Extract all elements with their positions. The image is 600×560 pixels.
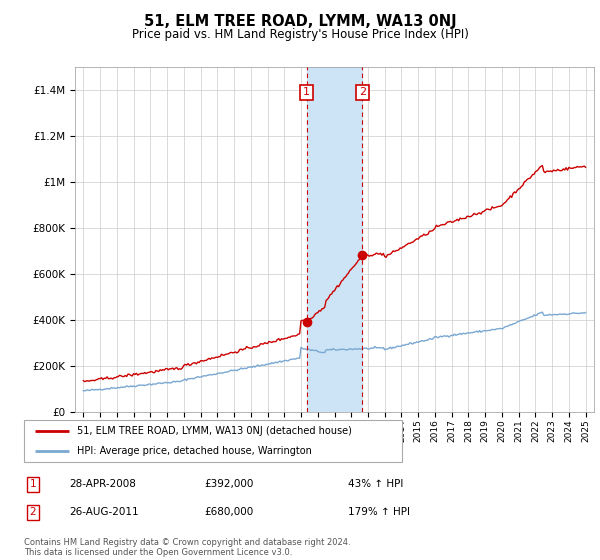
Text: £680,000: £680,000 [204,507,253,517]
Text: 43% ↑ HPI: 43% ↑ HPI [348,479,403,489]
Text: 51, ELM TREE ROAD, LYMM, WA13 0NJ (detached house): 51, ELM TREE ROAD, LYMM, WA13 0NJ (detac… [77,426,352,436]
Text: 51, ELM TREE ROAD, LYMM, WA13 0NJ: 51, ELM TREE ROAD, LYMM, WA13 0NJ [143,14,457,29]
Bar [307,67,362,412]
Text: 179% ↑ HPI: 179% ↑ HPI [348,507,410,517]
Text: 1: 1 [303,87,310,97]
Text: £392,000: £392,000 [204,479,253,489]
Text: HPI: Average price, detached house, Warrington: HPI: Average price, detached house, Warr… [77,446,312,456]
Text: 2: 2 [359,87,366,97]
FancyBboxPatch shape [24,420,402,462]
Text: Contains HM Land Registry data © Crown copyright and database right 2024.
This d: Contains HM Land Registry data © Crown c… [24,538,350,557]
Text: 1: 1 [29,479,37,489]
Text: 26-AUG-2011: 26-AUG-2011 [69,507,139,517]
Text: 2: 2 [29,507,37,517]
Text: 28-APR-2008: 28-APR-2008 [69,479,136,489]
Text: Price paid vs. HM Land Registry's House Price Index (HPI): Price paid vs. HM Land Registry's House … [131,28,469,41]
